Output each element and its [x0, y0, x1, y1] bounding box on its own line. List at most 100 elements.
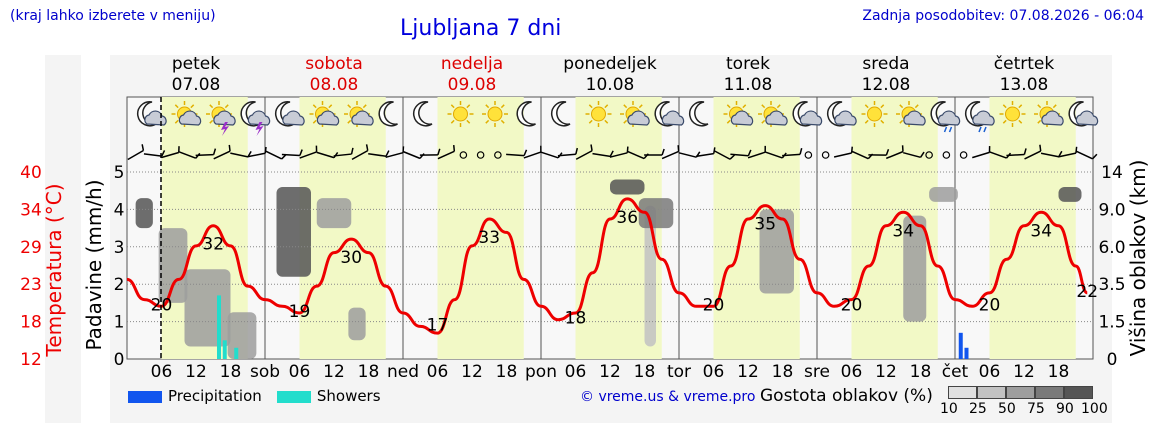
day-name: sreda [862, 54, 909, 74]
cloud-shape [937, 110, 961, 126]
cloud-layer [903, 215, 927, 322]
sun-ray [761, 104, 766, 109]
wind-shaft [506, 153, 525, 157]
cloud-tick: 75 [1027, 401, 1045, 417]
precipitation-tick: 2 [114, 275, 125, 295]
sun-cloud-icon [171, 101, 202, 127]
hour-tick-label: 06 [427, 362, 449, 382]
day-name: torek [726, 54, 770, 74]
moon-crescent [516, 101, 536, 127]
sun-ray [1002, 104, 1007, 109]
moon-thunder-icon [240, 101, 271, 136]
sun-ray [1018, 104, 1023, 109]
cloud-scale-box [1006, 386, 1035, 399]
moon-crescent [274, 101, 295, 127]
sun-ray [450, 104, 455, 109]
calm-wind-icon [925, 151, 933, 159]
cloud-shape [730, 110, 754, 126]
day-abbr-label: ned [387, 362, 419, 382]
sun-ray [347, 119, 352, 124]
precipitation-swatch [128, 390, 162, 403]
wind-barb-icon [1006, 148, 1027, 157]
sun-cloud-icon [896, 101, 926, 127]
moon-crescent [688, 101, 709, 127]
precipitation-bar [222, 340, 227, 359]
wind-shaft [195, 153, 214, 157]
day-date: 13.08 [1000, 75, 1049, 95]
sun-ray [224, 104, 229, 109]
cloud-layer [227, 312, 257, 359]
sun-ray [485, 104, 490, 109]
sun-ray [1037, 104, 1042, 109]
cloud-layer [759, 209, 794, 294]
wind-feather [161, 150, 166, 157]
sun-ray [742, 104, 747, 109]
lightning-bolt [221, 122, 229, 136]
wind-barb-icon [437, 144, 456, 160]
wind-feather [590, 144, 593, 151]
wind-shaft [385, 151, 404, 159]
wind-shaft [627, 150, 645, 160]
moon-icon [378, 101, 398, 127]
cloud-layer [184, 269, 231, 347]
wind-feather [402, 146, 405, 153]
copyright-link[interactable]: © vreme.us & vreme.pro [580, 389, 756, 405]
cloud-layer [638, 198, 674, 229]
day-date: 11.08 [724, 75, 773, 95]
cloud-tick: 25 [969, 401, 987, 417]
hour-tick-label: 18 [496, 362, 518, 382]
precipitation-axis-label: Padavine (mm/h) [82, 179, 106, 350]
sun-ray [466, 119, 471, 124]
wind-barb-icon [161, 146, 180, 159]
page-title: Ljubljana 7 dni [400, 16, 562, 41]
wind-feather [212, 148, 217, 155]
temperature-tick: 40 [20, 163, 42, 183]
cloud-height-tick: 0 [1107, 350, 1118, 370]
wind-barb-icon [557, 147, 579, 157]
calm-wind-icon [804, 151, 813, 159]
wind-feather [1039, 144, 1042, 152]
wind-shaft [437, 150, 455, 160]
wind-shaft [368, 153, 387, 157]
sun-ray [899, 104, 904, 109]
hour-tick-label: 06 [289, 362, 311, 382]
wind-barb-icon [299, 145, 318, 159]
hour-tick-label: 18 [634, 362, 656, 382]
sun-ray [880, 104, 885, 109]
sun-ray [623, 119, 628, 124]
cloud-scale-box [948, 386, 977, 399]
sun-disc [1005, 106, 1020, 122]
temperature-label: 32 [202, 235, 224, 255]
day-date: 10.08 [586, 75, 635, 95]
wind-shaft [351, 149, 369, 161]
wind-shaft [730, 153, 749, 157]
moon-crescent [550, 101, 571, 127]
wind-feather [141, 144, 145, 151]
moon-icon [516, 101, 536, 127]
wind-barb-icon [506, 149, 528, 157]
sun-disc [591, 106, 606, 122]
wind-feather [677, 145, 680, 152]
cloud-shape [247, 110, 271, 126]
wind-barb-icon [661, 145, 680, 160]
temperature-label: 34 [892, 221, 914, 241]
sun-ray [450, 119, 455, 124]
moon-crescent [930, 101, 950, 127]
wind-barb-icon [213, 144, 231, 160]
wind-shaft [1024, 150, 1042, 160]
sun-ray [190, 104, 195, 109]
cloud-shape [799, 110, 823, 126]
temperature-tick: 23 [20, 275, 42, 295]
location-note[interactable]: (kraj lahko izberete v meniju) [10, 8, 216, 24]
moon-crescent [136, 101, 157, 127]
wind-shaft [316, 151, 335, 159]
wind-feather [365, 144, 369, 151]
wind-feather [264, 146, 267, 154]
wind-shaft [695, 152, 714, 158]
sun-ray [209, 104, 214, 109]
precipitation-tick: 1 [114, 313, 125, 333]
sun-disc [453, 106, 468, 122]
temperature-tick: 34 [20, 200, 42, 220]
sun-ray [485, 119, 490, 124]
moon-cloud-icon [274, 101, 305, 127]
